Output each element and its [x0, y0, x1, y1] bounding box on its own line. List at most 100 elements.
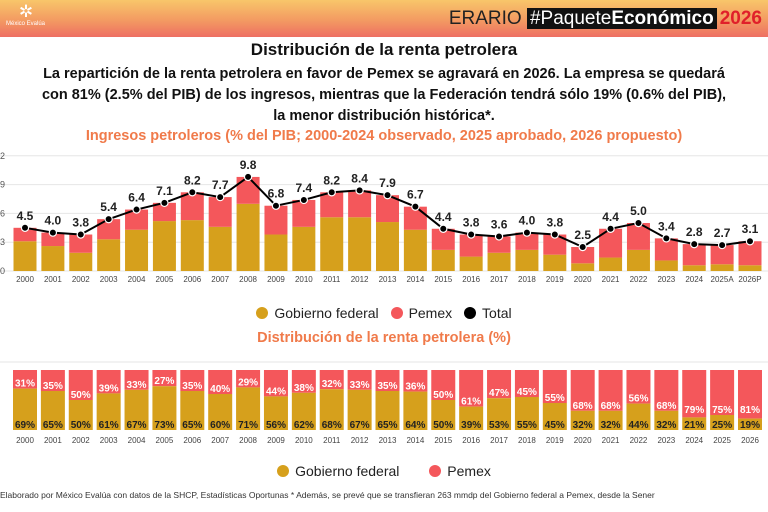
- pemex-data-label: 75%: [712, 405, 732, 416]
- total-point: [606, 224, 615, 233]
- x-tick-label: 2000: [16, 275, 34, 284]
- bar-gobierno: [180, 391, 205, 430]
- total-point: [578, 242, 587, 252]
- total-point: [48, 228, 58, 237]
- bar-gobierno: [292, 226, 316, 271]
- gobierno-data-label: 64%: [405, 420, 425, 431]
- chart-ingresos-petroleros: 0 3 6 9 12 2000 2001 2002 2003 2004 2005 2006 2007 20…: [0, 151, 768, 284]
- bar-pemex: [570, 370, 595, 411]
- total-point: [327, 188, 336, 197]
- hashtag-light: #Paquete: [529, 8, 612, 29]
- x-tick-label: 2025A: [711, 275, 735, 284]
- bar-pemex: [208, 197, 232, 227]
- bar-gobierno: [68, 400, 93, 430]
- bar-pemex: [599, 228, 623, 258]
- bar-gobierno: [96, 393, 121, 430]
- gobierno-data-label: 67%: [350, 420, 370, 431]
- bar-pemex: [654, 238, 678, 261]
- pemex-data-label: 81%: [740, 405, 760, 416]
- pemex-data-label: 56%: [628, 394, 648, 405]
- x-tick-label: 2013: [379, 436, 397, 445]
- pemex-data-label: 79%: [684, 405, 704, 416]
- bar-pemex: [180, 192, 204, 221]
- x-tick-label: 2002: [72, 275, 90, 284]
- bar-gobierno: [487, 252, 511, 271]
- x-tick-label: 2019: [546, 436, 564, 445]
- pemex-data-label: 68%: [601, 401, 621, 412]
- pemex-data-label: 33%: [127, 380, 147, 391]
- bar-gobierno: [515, 249, 539, 271]
- gobierno-data-label: 55%: [517, 420, 537, 431]
- total-data-label: 8.4: [351, 171, 368, 185]
- bar-pemex: [738, 370, 762, 419]
- y-tick-label: 6: [0, 208, 5, 218]
- total-point: [494, 232, 504, 241]
- brand-year: 2026: [719, 8, 762, 29]
- gobierno-data-label: 60%: [210, 420, 230, 431]
- bar-pemex: [347, 370, 372, 390]
- x-tick-label: 2004: [128, 275, 146, 284]
- bar-gobierno: [236, 203, 260, 271]
- chart1-legend: Gobierno federal Pemex Total: [0, 305, 768, 321]
- bar-pemex: [348, 190, 372, 218]
- total-point: [745, 237, 755, 246]
- total-point: [76, 230, 85, 239]
- bar-pemex: [598, 370, 623, 411]
- bar-pemex: [543, 234, 567, 255]
- bar-pemex: [236, 370, 261, 388]
- bar-gobierno: [41, 246, 65, 271]
- bar-pemex: [40, 370, 65, 391]
- bar-gobierno: [376, 222, 399, 271]
- total-point: [439, 224, 448, 233]
- y-tick-label: 12: [0, 151, 5, 161]
- bar-gobierno: [97, 239, 121, 271]
- pemex-data-label: 55%: [545, 393, 565, 404]
- pemex-data-label: 36%: [405, 382, 425, 393]
- bar-gobierno: [459, 406, 484, 430]
- bar-gobierno: [208, 394, 233, 430]
- bar-gobierno: [599, 257, 623, 271]
- bar-pemex: [682, 370, 707, 418]
- total-data-label: 4.5: [17, 209, 34, 223]
- gobierno-data-label: 65%: [43, 420, 63, 431]
- x-tick-label: 2003: [100, 275, 118, 284]
- bar-pemex: [403, 370, 428, 392]
- erario-brand: ERARIO #PaqueteEconómico 2026: [449, 8, 762, 29]
- legend-total: Total: [464, 305, 512, 321]
- bar-gobierno: [654, 410, 679, 430]
- total-point: [20, 223, 30, 233]
- x-tick-label: 2015: [434, 436, 452, 445]
- bar-pemex: [208, 370, 233, 394]
- chart-distribucion: 31% 69% 2000 35% 65% 2001 50% 50% 2002 39% 61% 2003…: [0, 361, 768, 445]
- x-tick-label: 2011: [323, 275, 341, 284]
- gobierno-data-label: 73%: [154, 420, 174, 431]
- pemex-data-label: 61%: [461, 397, 481, 408]
- bar-pemex: [738, 241, 762, 266]
- pemex-data-label: 33%: [350, 380, 370, 391]
- total-data-label: 3.4: [658, 219, 675, 233]
- pemex-data-label: 68%: [656, 401, 676, 412]
- bar-pemex: [69, 234, 93, 253]
- hashtag: #PaqueteEconómico: [526, 8, 717, 29]
- bar-gobierno: [125, 229, 149, 271]
- x-tick-label: 2012: [351, 436, 369, 445]
- x-tick-label: 2008: [239, 436, 257, 445]
- bar-pemex: [291, 370, 316, 393]
- bar-pemex: [542, 370, 567, 403]
- bar-pemex: [13, 370, 37, 389]
- bar-pemex: [710, 370, 735, 415]
- gobierno-data-label: 32%: [656, 420, 676, 431]
- total-data-label: 5.0: [630, 204, 647, 218]
- x-tick-label: 2004: [128, 436, 146, 445]
- total-data-label: 7.9: [379, 176, 396, 190]
- pemex-data-label: 35%: [43, 381, 63, 392]
- gobierno-data-label: 44%: [628, 420, 648, 431]
- total-point: [411, 202, 420, 211]
- total-point: [550, 230, 560, 239]
- gobierno-data-label: 71%: [238, 420, 258, 431]
- bar-gobierno: [626, 249, 650, 271]
- bar-pemex: [319, 370, 344, 390]
- header-banner: ✲ México Evalúa ERARIO #PaqueteEconómico…: [0, 0, 768, 37]
- bar-pemex: [41, 232, 65, 247]
- gobierno-data-label: 32%: [601, 420, 621, 431]
